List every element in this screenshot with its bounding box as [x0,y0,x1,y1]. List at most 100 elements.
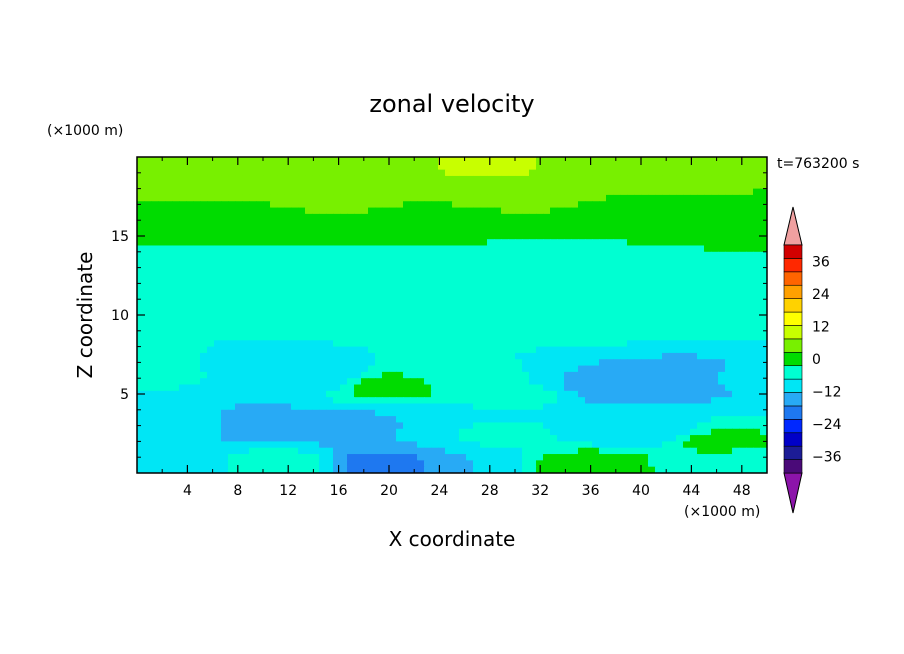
field-cell [641,296,649,303]
field-cell [298,460,306,468]
field-cell [760,403,767,411]
field-cell [298,346,306,354]
field-cell [165,201,173,209]
field-cell [585,175,593,183]
field-cell [480,378,488,386]
field-cell [403,409,411,417]
field-cell [760,157,767,164]
field-cell [473,258,481,266]
field-cell [312,188,320,196]
field-cell [585,454,593,461]
field-cell [459,232,467,240]
field-cell [564,220,572,228]
field-cell [697,277,705,284]
field-cell [228,365,236,373]
field-cell [760,182,767,190]
field-cell [487,251,495,259]
field-cell [270,194,278,202]
field-cell [494,213,502,221]
field-cell [718,213,726,221]
field-cell [690,232,698,240]
field-cell [725,283,733,291]
field-cell [312,460,320,468]
field-cell [438,277,446,284]
field-cell [193,251,201,259]
field-cell [487,264,495,272]
field-cell [578,315,586,322]
field-cell [333,175,341,183]
field-cell [438,188,446,196]
field-cell [389,333,397,341]
field-cell [270,264,278,272]
field-cell [424,359,432,367]
field-cell [522,207,530,215]
field-cell [319,283,327,291]
field-cell [228,359,236,367]
field-cell [375,397,383,405]
field-cell [543,327,551,335]
field-cell [550,175,558,183]
field-cell [459,333,467,341]
field-cell [459,428,467,436]
field-cell [410,169,418,177]
field-cell [564,157,572,164]
field-cell [284,409,292,417]
field-cell [179,416,187,424]
field-cell [753,422,761,430]
field-cell [445,435,453,442]
field-cell [473,163,481,171]
field-cell [263,371,271,379]
field-cell [606,169,614,177]
field-cell [459,175,467,183]
field-cell [438,428,446,436]
field-cell [221,435,229,442]
field-cell [270,466,278,473]
field-cell [480,283,488,291]
field-cell [578,390,586,398]
field-cell [165,220,173,228]
field-cell [361,321,369,329]
field-cell [312,422,320,430]
field-cell [151,384,159,392]
field-cell [207,371,215,379]
field-cell [417,157,425,164]
field-cell [718,416,726,424]
field-cell [711,302,719,310]
field-cell [753,296,761,303]
field-cell [326,352,334,360]
field-cell [200,289,208,297]
field-cell [564,251,572,259]
field-cell [508,403,516,411]
field-cell [522,397,530,405]
field-cell [151,428,159,436]
field-cell [627,321,635,329]
field-cell [347,296,355,303]
field-cell [249,270,257,278]
field-cell [466,213,474,221]
field-cell [522,188,530,196]
field-cell [669,466,677,473]
field-cell [466,169,474,177]
field-cell [634,245,642,253]
field-cell [305,283,313,291]
field-cell [725,296,733,303]
field-cell [242,384,250,392]
field-cell [522,220,530,228]
field-cell [256,447,264,455]
field-cell [396,422,404,430]
field-cell [144,226,152,234]
field-cell [676,188,684,196]
field-cell [263,428,271,436]
field-cell [690,213,698,221]
field-cell [165,188,173,196]
field-cell [571,157,579,164]
field-cell [375,390,383,398]
field-cell [137,409,145,417]
field-cell [347,277,355,284]
field-cell [347,232,355,240]
field-cell [578,371,586,379]
field-cell [298,321,306,329]
field-cell [641,346,649,354]
field-cell [158,258,166,266]
field-cell [221,390,229,398]
